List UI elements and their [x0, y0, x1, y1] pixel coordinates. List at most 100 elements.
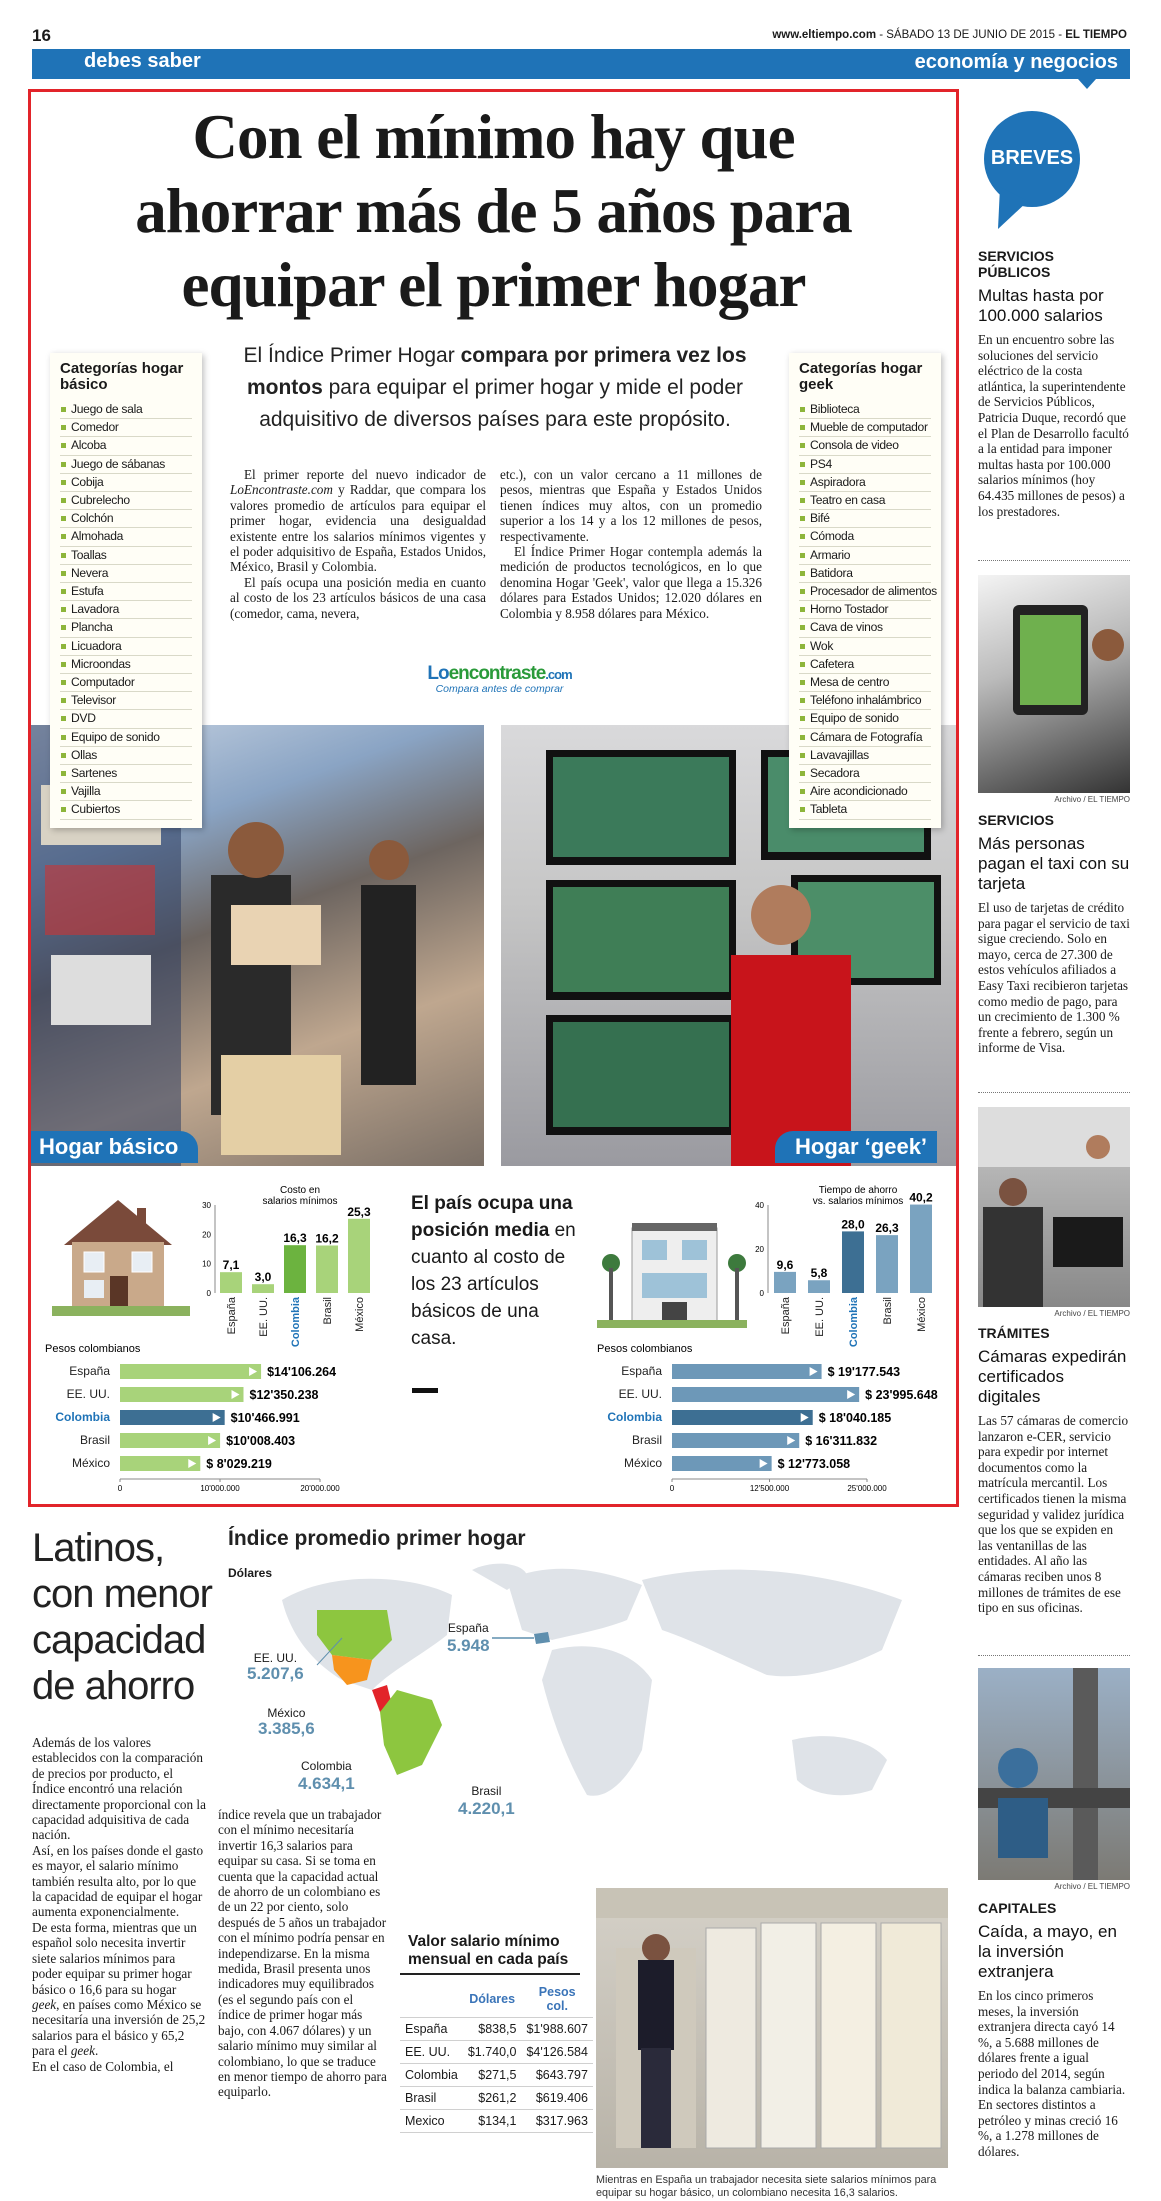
- chart-title-line: Costo en: [280, 1185, 320, 1196]
- middle-callout: El país ocupa una posición media en cuan…: [411, 1190, 576, 1352]
- category-geek-item: Cafetera: [799, 656, 931, 675]
- loencontraste-logo[interactable]: Loencontraste.com Compara antes de compr…: [427, 663, 572, 695]
- chart-category-label: EE. UU.: [258, 1297, 270, 1337]
- article-p2: El país ocupa una posición media en cuan…: [230, 574, 486, 621]
- category-basic-item: Almohada: [60, 528, 192, 547]
- breve-3: TRÁMITES Cámaras expedirán certificados …: [978, 1325, 1130, 1616]
- category-basic-item: Toallas: [60, 547, 192, 565]
- salary-cell: $4'126.584: [521, 2040, 593, 2064]
- salary-row: Colombia $271,5 $643.797: [400, 2063, 593, 2087]
- chart-data-label: $ 12'773.058: [778, 1457, 851, 1471]
- headline-line-1: Con el mínimo hay que: [192, 102, 795, 172]
- category-basic-item: Lavadora: [60, 601, 192, 620]
- chart-tick-label: 30: [202, 1201, 211, 1210]
- chart-tick-label: 0: [118, 1484, 123, 1493]
- salary-cell: Brasil: [400, 2086, 463, 2110]
- category-geek-item: Aspiradora: [799, 474, 931, 493]
- category-geek-item: Teléfono inhalámbrico: [799, 692, 931, 711]
- world-map: [282, 1563, 902, 1796]
- chart-bar: [672, 1433, 800, 1448]
- breve-1-credit: Archivo / EL TIEMPO: [1054, 795, 1130, 804]
- article-p1: El primer reporte del nuevo indicador de…: [230, 467, 486, 575]
- chart-bar: [120, 1456, 201, 1471]
- chart-category-label: EE. UU.: [619, 1387, 662, 1401]
- chart-bar-arrow: [800, 1413, 809, 1422]
- breve-2-photo: [978, 1107, 1130, 1307]
- breve-4: CAPITALES Caída, a mayo, en la inversión…: [978, 1900, 1130, 2160]
- category-basic-item: Alcoba: [60, 437, 192, 456]
- chart-category-label: Colombia: [848, 1296, 860, 1347]
- breve-3-text: Las 57 cámaras de comercio lanzaron e-CE…: [978, 1413, 1129, 1616]
- chart-tick-label: 25'000.000: [847, 1484, 887, 1493]
- chart-bar-arrow: [847, 1390, 856, 1399]
- chart-bar-arrow: [212, 1413, 221, 1422]
- chart-bar-arrow: [759, 1459, 768, 1468]
- chart-data-label: 9,6: [777, 1258, 794, 1272]
- chart-bar: [348, 1218, 370, 1293]
- chart-category-label: México: [624, 1456, 662, 1470]
- chart-category-label: Brasil: [882, 1297, 894, 1325]
- breve-2-title: Más personas pagan el taxi con su tarjet…: [978, 834, 1130, 893]
- latinos-p1: Además de los valores establecidos con l…: [32, 1735, 206, 1843]
- category-geek-item: Mesa de centro: [799, 674, 931, 693]
- chart-data-label: 3,0: [255, 1270, 272, 1284]
- breve-divider-2: [978, 1092, 1130, 1093]
- salary-header-cell: [400, 1981, 463, 2018]
- category-geek-item: Secadora: [799, 765, 931, 784]
- deck-b: compara por primera vez los montos: [246, 344, 747, 399]
- chart-bar-arrow: [231, 1390, 240, 1399]
- map-brazil: [380, 1690, 442, 1775]
- feature-frame: [28, 89, 959, 1507]
- chart-bar: [876, 1235, 898, 1293]
- map-usa: [317, 1610, 392, 1660]
- chart-data-label: 26,3: [875, 1221, 899, 1235]
- breve-3-credit: Archivo / EL TIEMPO: [1054, 1882, 1130, 1891]
- category-basic-item: Televisor: [60, 692, 192, 711]
- category-geek-item: Consola de video: [799, 437, 931, 456]
- category-geek-item: Teatro en casa: [799, 492, 931, 511]
- article-col-1: El primer reporte del nuevo indicador de…: [230, 467, 486, 621]
- chart-category-label: España: [621, 1364, 662, 1378]
- breve-1-text: En un encuentro sobre las soluciones del…: [978, 332, 1129, 519]
- photo-fridges: [596, 1888, 948, 2168]
- headline-line-3: equipar el primer hogar: [181, 250, 807, 320]
- category-geek-item: Tableta: [799, 801, 931, 820]
- breve-4-title: Caída, a mayo, en la inversión extranjer…: [978, 1922, 1117, 1981]
- category-basic-item: Cobija: [60, 474, 192, 493]
- chart-data-label: 25,3: [347, 1205, 371, 1219]
- chart-category-label: México: [72, 1456, 110, 1470]
- category-geek-item: Procesador de alimentos: [799, 583, 937, 602]
- salary-row: Brasil $261,2 $619.406: [400, 2086, 593, 2110]
- categories-basic-list: Juego de sala Comedor Alcoba Juego de sában…: [60, 401, 192, 820]
- salary-cell: Colombia: [400, 2063, 463, 2087]
- headline: Con el mínimo hay que ahorrar más de 5 a…: [40, 100, 947, 322]
- chart-data-label: $10'008.403: [226, 1434, 295, 1448]
- breve-2-credit: Archivo / EL TIEMPO: [1054, 1309, 1130, 1318]
- category-basic-item: Equipo de sonido: [60, 729, 192, 747]
- photo-caption: Mientras en España un trabajador necesit…: [596, 2174, 937, 2199]
- site-link[interactable]: www.eltiempo.com: [772, 29, 877, 41]
- salary-header-cell: Dólares: [462, 1981, 522, 2018]
- article-col-2: etc.), con un valor cercano a 11 millone…: [500, 467, 762, 621]
- chart-data-label: $12'350.238: [250, 1388, 319, 1402]
- chart-category-label: Colombia: [55, 1410, 110, 1424]
- salary-cell: $261,2: [462, 2086, 522, 2110]
- chart-tick-label: 20: [202, 1230, 211, 1239]
- chart-bar: [316, 1245, 338, 1293]
- category-geek-item: Batidora: [799, 565, 931, 584]
- latinos-p5: índice revela que un trabajador con el m…: [218, 1807, 387, 2100]
- chart-title: Pesos colombianos: [597, 1343, 693, 1355]
- page-number: 16: [32, 26, 51, 45]
- salary-cell: EE. UU.: [400, 2040, 463, 2064]
- deck-c: para equipar el primer hogar y mide el p…: [259, 376, 744, 431]
- chart-bar: [808, 1280, 830, 1293]
- date-text: - SÁBADO 13 DE JUNIO DE 2015 -: [876, 29, 1066, 41]
- map-label-usa: EE. UU. 5.207,6: [247, 1651, 304, 1683]
- chart-category-label: EE. UU.: [814, 1297, 826, 1337]
- deck-a: El Índice Primer Hogar: [243, 344, 461, 367]
- chart-tick-label: 12'500.000: [750, 1484, 790, 1493]
- chart-category-label: México: [916, 1297, 928, 1332]
- map-mexico: [332, 1655, 372, 1685]
- salary-cell: $643.797: [521, 2063, 593, 2087]
- category-basic-item: Computador: [60, 674, 192, 693]
